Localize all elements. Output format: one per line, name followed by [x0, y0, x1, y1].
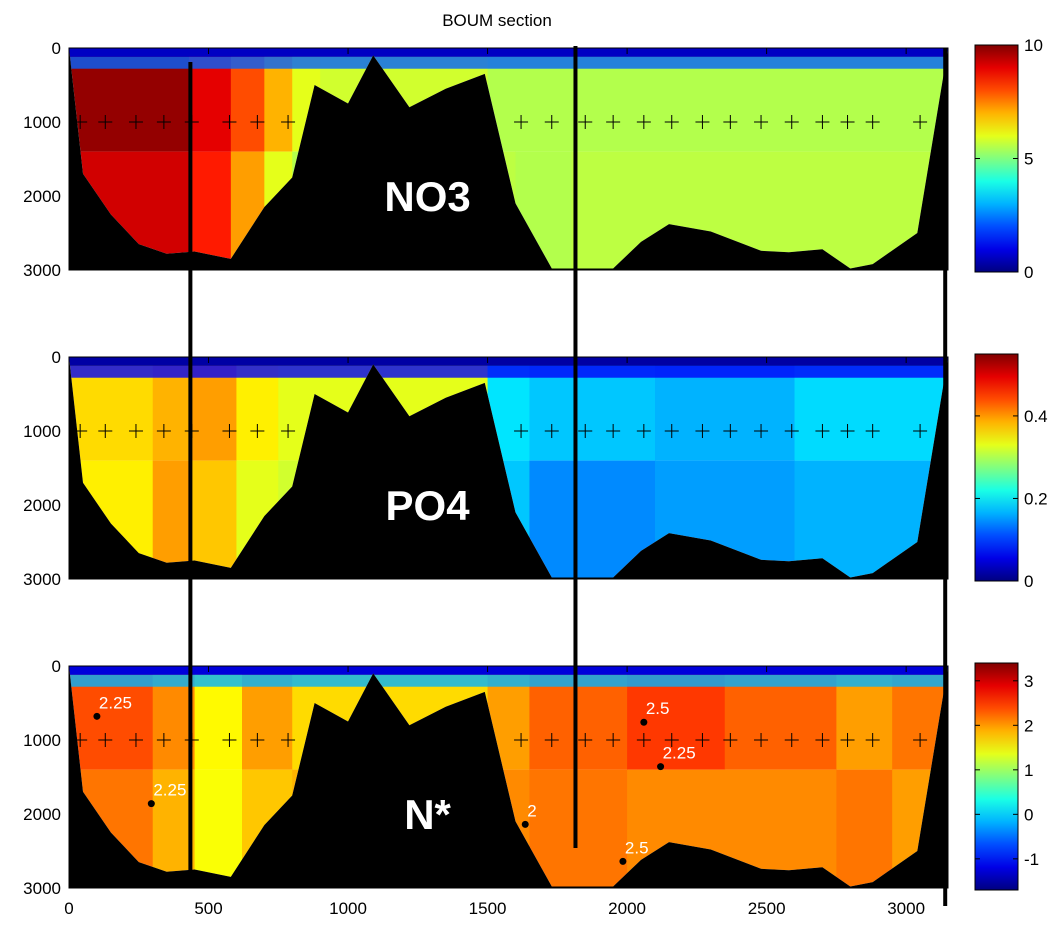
y-tick-label: 3000	[23, 570, 61, 589]
colorbar-tick-label: 0.4	[1024, 407, 1048, 426]
x-tick-label: 3000	[887, 899, 925, 918]
y-tick-label: 0	[52, 657, 61, 676]
sample-point	[640, 718, 648, 726]
y-tick-label: 2000	[23, 496, 61, 515]
colorbar-tick-label: 0	[1024, 805, 1033, 824]
colorbar-tick-label: 0.2	[1024, 489, 1048, 508]
colorbar-tick-label: 0	[1024, 572, 1033, 591]
panel-label: PO4	[386, 482, 471, 529]
cruise-leg-boundaries	[188, 46, 948, 906]
sample-point	[657, 763, 665, 771]
chart-title: BOUM section	[442, 11, 552, 30]
colorbar-tick-label: 10	[1024, 36, 1043, 55]
x-tick-label: 1500	[469, 899, 507, 918]
y-tick-label: 1000	[23, 422, 61, 441]
y-tick-label: 2000	[23, 187, 61, 206]
sample-point	[521, 820, 529, 828]
colorbar-tick-label: 2	[1024, 716, 1033, 735]
colorbar-tick-label: 1	[1024, 761, 1033, 780]
x-tick-label: 0	[64, 899, 73, 918]
x-tick-label: 2000	[608, 899, 646, 918]
value-note: 2.25	[663, 744, 696, 763]
panel-frame	[68, 47, 949, 271]
value-note: 2.25	[153, 781, 186, 800]
y-tick-label: 1000	[23, 731, 61, 750]
stations-1	[73, 115, 928, 129]
panel-3: 0 1000 2000 3000 N* 2.25 2.25 2 2.5 2.25 2.5 -1 0 1 2 3	[23, 657, 1039, 898]
stations-2	[73, 424, 928, 438]
y-tick-label: 2000	[23, 805, 61, 824]
seafloor-2	[69, 357, 948, 579]
y-tick-label: 3000	[23, 261, 61, 280]
colorbar-2: 0 0.2 0.4	[974, 353, 1048, 591]
value-note: 2.5	[646, 699, 670, 718]
sample-point	[147, 800, 155, 808]
y-tick-label: 0	[52, 348, 61, 367]
colorbar-ramp	[974, 353, 1019, 582]
sample-point	[619, 857, 627, 865]
value-note: 2.5	[625, 838, 649, 857]
panel-label: NO3	[384, 173, 470, 220]
panel-1: 0 1000 2000 3000 NO3 0 5 10	[23, 36, 1043, 282]
seafloor-3	[69, 666, 948, 888]
y-tick-label: 3000	[23, 879, 61, 898]
colorbar-ramp	[974, 44, 1019, 273]
stations-3	[73, 733, 928, 747]
value-note: 2	[527, 801, 536, 820]
colorbar-3: -1 0 1 2 3	[974, 662, 1039, 891]
seafloor-1	[69, 48, 948, 270]
section-panels: 0100020003000NO305100100020003000PO400.2…	[23, 36, 1047, 898]
panel-label: N*	[404, 791, 451, 838]
x-tick-label: 1000	[329, 899, 367, 918]
value-note: 2.25	[99, 693, 132, 712]
colorbar-tick-label: 3	[1024, 672, 1033, 691]
x-tick-label: 2500	[748, 899, 786, 918]
panel-frame	[68, 356, 949, 580]
panel-2: 0 1000 2000 3000 PO4 0 0.2 0.4	[23, 348, 1047, 591]
colorbar-1: 0 5 10	[974, 36, 1043, 282]
sample-point	[93, 712, 101, 720]
y-axis-1: 0 1000 2000 3000	[23, 39, 948, 280]
colorbar-tick-label: 5	[1024, 150, 1033, 169]
x-tick-label: 500	[194, 899, 222, 918]
panel-frame	[68, 665, 949, 889]
colorbar-tick-label: 0	[1024, 263, 1033, 282]
colorbar-tick-label: -1	[1024, 850, 1039, 869]
y-tick-label: 1000	[23, 113, 61, 132]
y-axis-3: 0 1000 2000 3000	[23, 657, 948, 898]
x-axis: 0 500 1000 1500 2000 2500 3000	[64, 899, 925, 918]
y-tick-label: 0	[52, 39, 61, 58]
colorbar-ramp	[974, 662, 1019, 891]
